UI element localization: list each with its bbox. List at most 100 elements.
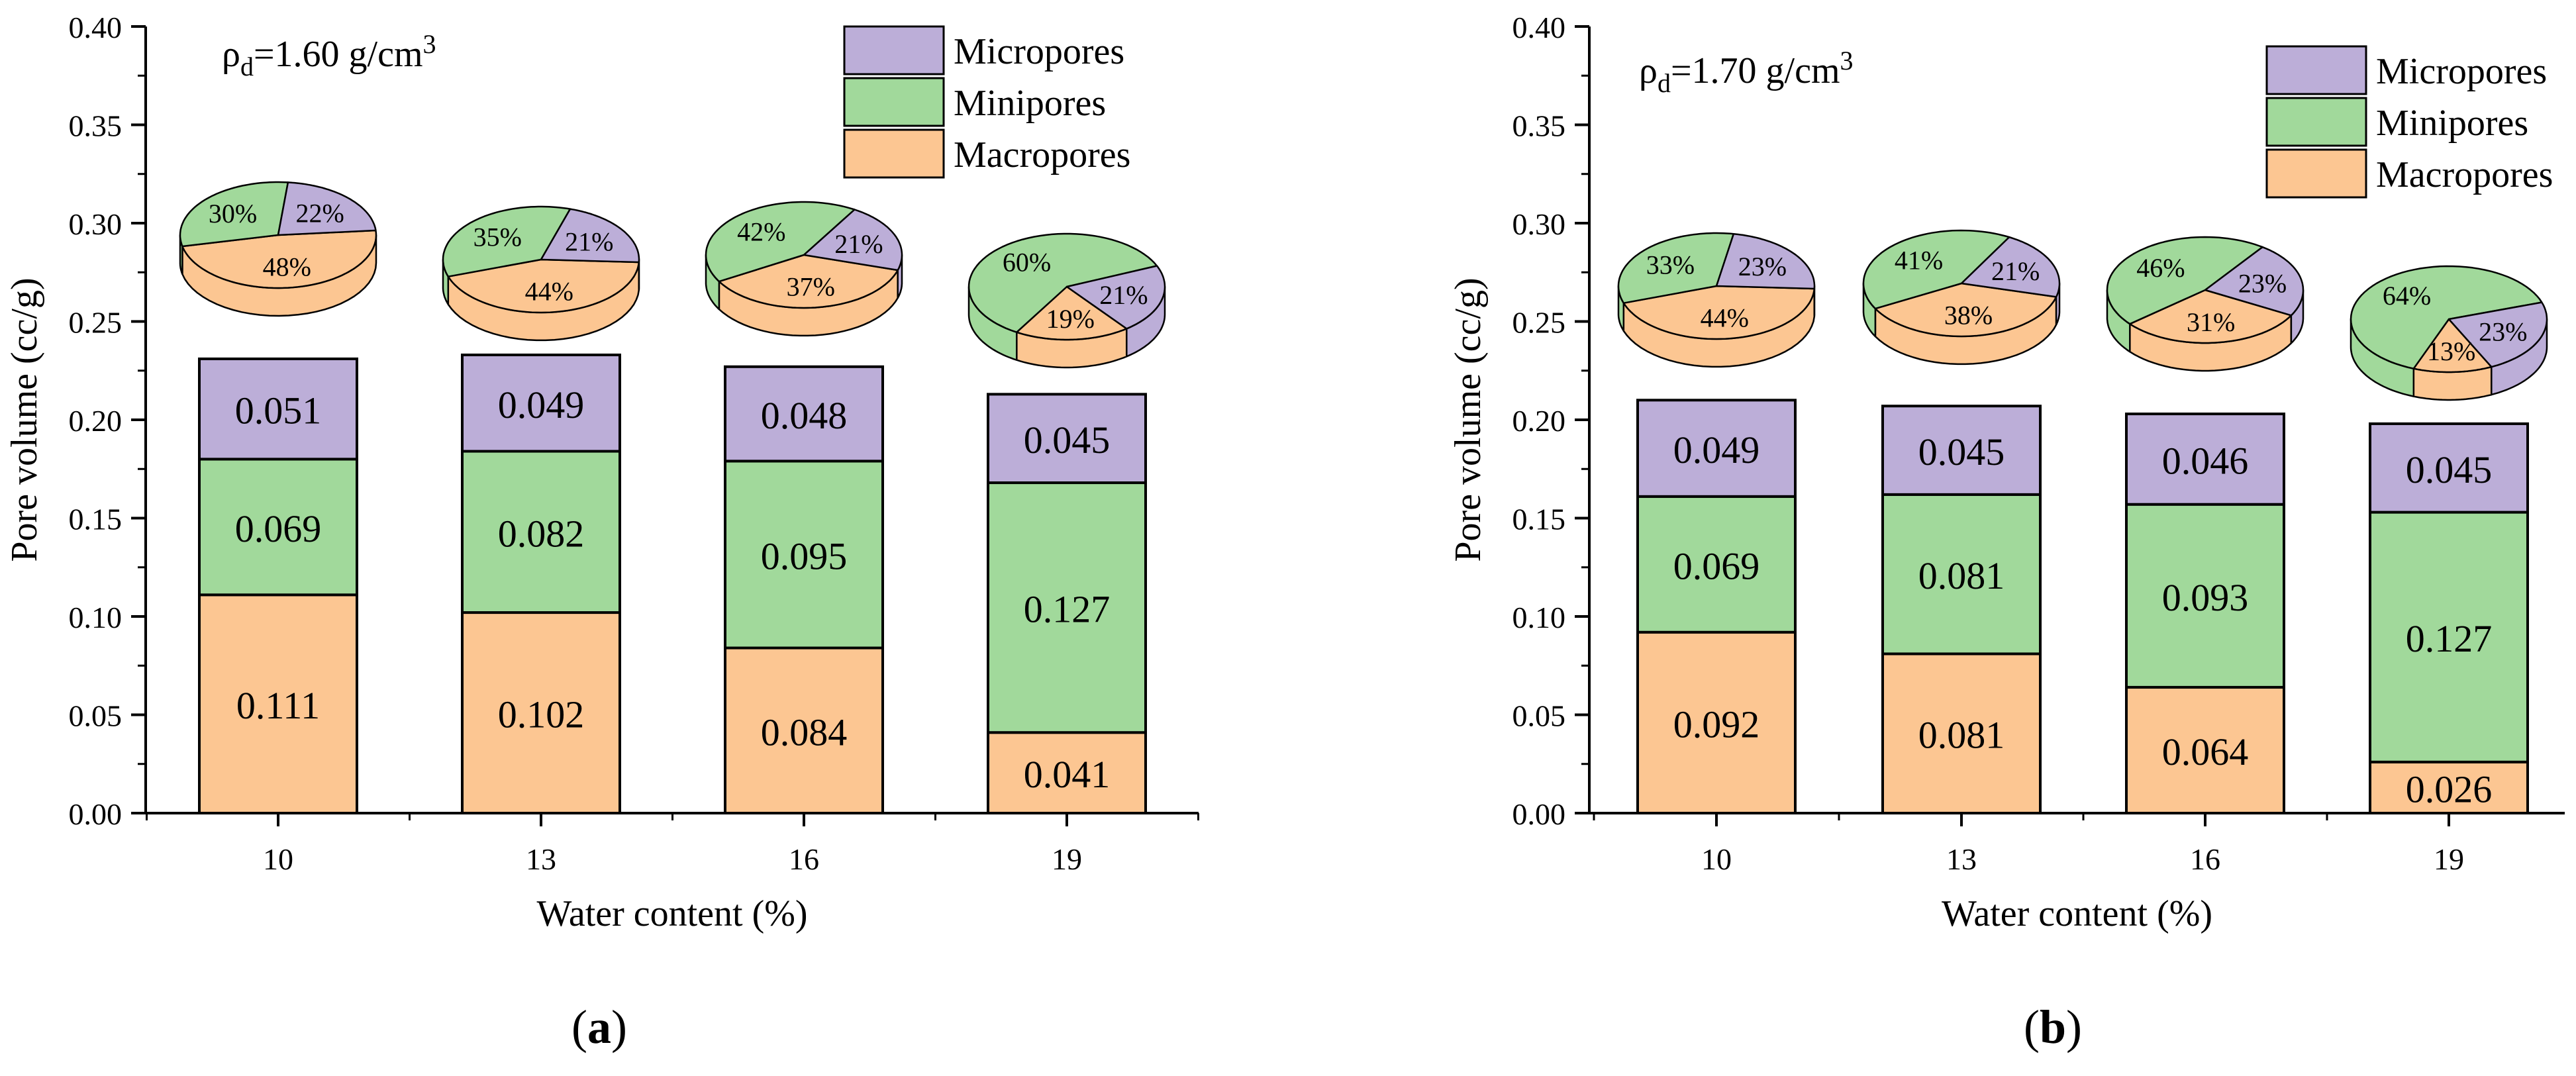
bar-value-label: 0.049 xyxy=(498,383,585,426)
pie-2: 31%46% 23% xyxy=(2106,236,2304,372)
y-tick-label: 0.00 xyxy=(69,797,123,831)
pie-label-micro: 22% xyxy=(296,198,344,228)
y-tick-label: 0.30 xyxy=(1512,207,1566,241)
bar-value-label: 0.081 xyxy=(1918,554,2005,597)
pie-label-mini: 60% xyxy=(1003,248,1051,277)
y-axis-label: Pore volume (cc/g) xyxy=(4,277,45,562)
pie-slice-micro xyxy=(1715,232,1816,290)
pie-label-macro: 19% xyxy=(1046,304,1095,334)
x-tick-label: 19 xyxy=(1052,842,1082,876)
y-tick-label: 0.35 xyxy=(69,109,123,143)
bar-value-label: 0.092 xyxy=(1673,703,1760,746)
y-tick-label: 0.15 xyxy=(69,503,123,536)
pie-label-micro: 21% xyxy=(834,229,883,259)
bar-value-label: 0.081 xyxy=(1918,714,2005,757)
bar-value-label: 0.045 xyxy=(1918,430,2005,473)
bar-micro-16 xyxy=(724,365,884,463)
bar-value-label: 0.026 xyxy=(2406,767,2493,810)
y-tick-label: 0.20 xyxy=(69,404,123,438)
bar-macro-16 xyxy=(2125,685,2285,815)
bar-mini-10 xyxy=(1636,495,1797,634)
bar-micro-19 xyxy=(2369,422,2529,514)
pie-2: 37%42% 21% xyxy=(705,201,903,337)
pie-slice-mini xyxy=(1617,232,1735,304)
legend-swatch-mini xyxy=(843,77,945,127)
bar-value-label: 0.069 xyxy=(235,507,322,550)
legend-swatch-macro xyxy=(2265,148,2367,199)
bar-value-label: 0.082 xyxy=(498,512,585,555)
pie-label-mini: 42% xyxy=(737,217,785,247)
bar-value-label: 0.093 xyxy=(2162,576,2249,619)
panel-label: (a) xyxy=(571,1001,627,1053)
pie-3: 13% 64% 23% xyxy=(2350,265,2548,401)
pie-slice-macro xyxy=(2412,318,2493,373)
pie-1: 38%41% 21% xyxy=(1862,229,2061,366)
pie-slice-macro xyxy=(2129,289,2293,344)
pie-slice-macro xyxy=(181,229,377,289)
bar-macro-13 xyxy=(1881,652,2042,814)
pie-label-micro: 21% xyxy=(1991,256,2040,286)
bar-value-label: 0.045 xyxy=(2406,448,2493,491)
bar-micro-19 xyxy=(987,393,1147,485)
y-tick-label: 0.05 xyxy=(69,699,123,733)
bar-micro-13 xyxy=(461,353,621,453)
pie-label-mini: 41% xyxy=(1895,246,1943,275)
y-tick-label: 0.10 xyxy=(69,601,123,634)
bar-value-label: 0.127 xyxy=(1024,588,1111,631)
pie-slice-mini xyxy=(967,232,1158,333)
bar-value-label: 0.051 xyxy=(235,389,322,432)
bar-macro-16 xyxy=(724,646,884,815)
pie-slice-micro xyxy=(1960,236,2061,298)
legend-label-micro: Micropores xyxy=(954,31,1124,72)
legend-swatch-macro xyxy=(843,128,945,179)
pie-slice-micro xyxy=(2448,301,2548,368)
pie-slice-micro xyxy=(803,209,903,271)
pie-slice-mini xyxy=(705,201,856,283)
pie-label-mini: 35% xyxy=(473,222,522,252)
pie-label-mini: 64% xyxy=(2383,281,2431,311)
pie-label-mini: 33% xyxy=(1646,250,1695,280)
pie-slice-macro xyxy=(1622,285,1816,340)
bar-mini-13 xyxy=(461,450,621,614)
pie-label-macro: 38% xyxy=(1944,301,1993,330)
bar-mini-19 xyxy=(2369,511,2529,763)
legend-label-macro: Macropores xyxy=(2376,154,2553,195)
bar-macro-19 xyxy=(987,731,1147,814)
bar-value-label: 0.041 xyxy=(1024,753,1111,796)
y-tick-label: 0.30 xyxy=(69,207,123,241)
pie-label-macro: 44% xyxy=(525,277,573,307)
x-tick-label: 13 xyxy=(526,842,556,876)
bar-value-label: 0.084 xyxy=(761,710,848,754)
y-tick-label: 0.35 xyxy=(1512,109,1566,143)
bar-mini-19 xyxy=(987,481,1147,734)
pie-slice-mini xyxy=(1862,229,2010,310)
pie-label-macro: 48% xyxy=(263,252,311,281)
x-tick-label: 16 xyxy=(2190,842,2220,876)
y-tick-label: 0.40 xyxy=(69,11,123,44)
legend-label-mini: Minipores xyxy=(2376,103,2528,144)
bar-mini-16 xyxy=(724,460,884,650)
pie-slice-micro xyxy=(540,208,640,264)
pie-slice-mini xyxy=(2106,236,2263,325)
pie-slice-mini xyxy=(442,205,571,277)
bar-value-label: 0.064 xyxy=(2162,730,2249,773)
pie-label-macro: 44% xyxy=(1701,303,1749,333)
pie-3: 19% 60% 21% xyxy=(967,232,1166,369)
density-annotation: ρd=1.70 g/cm3 xyxy=(1639,46,1854,98)
bar-value-label: 0.127 xyxy=(2406,617,2493,660)
pie-label-micro: 23% xyxy=(1738,252,1787,281)
y-tick-label: 0.05 xyxy=(1512,699,1566,733)
pie-slice-micro xyxy=(1065,265,1166,330)
pie-label-micro: 21% xyxy=(1099,280,1148,310)
bar-value-label: 0.045 xyxy=(1024,418,1111,462)
pie-0: 44%33% 23% xyxy=(1617,232,1816,368)
bar-micro-10 xyxy=(1636,399,1797,498)
bar-value-label: 0.049 xyxy=(1673,428,1760,471)
x-tick-label: 16 xyxy=(789,842,819,876)
y-axis-label: Pore volume (cc/g) xyxy=(1448,277,1489,562)
panel-a: 0.00 0.05 0.10 0.15 0.20 0.25 0.30 0.35 0.40 Pore… xyxy=(4,11,1199,1053)
pie-slice-macro xyxy=(447,258,640,314)
y-tick-label: 0.15 xyxy=(1512,503,1566,536)
pie-slice-macro xyxy=(1874,282,2057,338)
x-axis-label: Water content (%) xyxy=(536,893,807,934)
